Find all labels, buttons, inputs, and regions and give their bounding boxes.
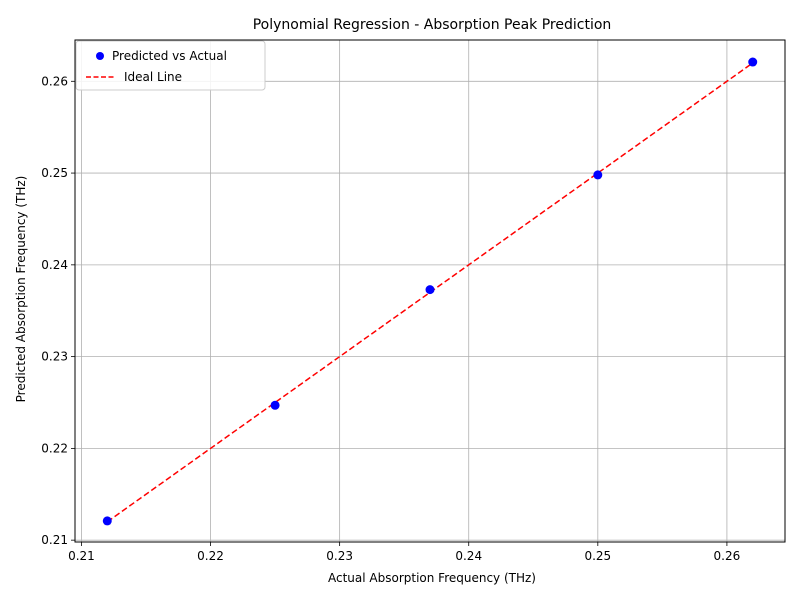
x-axis-label: Actual Absorption Frequency (THz): [328, 571, 536, 585]
x-tick-label: 0.25: [584, 549, 611, 563]
x-tick-label: 0.26: [714, 549, 741, 563]
y-tick-label: 0.21: [41, 533, 68, 547]
ideal-line: [106, 62, 754, 523]
y-axis-ticks: 0.21 0.22 0.23 0.24 0.25 0.26: [41, 74, 75, 547]
x-tick-label: 0.21: [68, 549, 95, 563]
y-axis-label: Predicted Absorption Frequency (THz): [14, 176, 28, 403]
y-tick-label: 0.22: [41, 441, 68, 455]
scatter-series: [102, 57, 758, 526]
x-tick-label: 0.22: [197, 549, 224, 563]
y-tick-label: 0.23: [41, 350, 68, 364]
y-tick-label: 0.25: [41, 166, 68, 180]
data-point: [102, 516, 112, 526]
grid: [75, 40, 785, 542]
y-tick-label: 0.24: [41, 258, 68, 272]
data-point: [425, 285, 435, 295]
chart-title: Polynomial Regression - Absorption Peak …: [253, 17, 612, 33]
legend: Predicted vs Actual Ideal Line: [75, 40, 266, 91]
data-point: [270, 400, 280, 410]
x-tick-label: 0.23: [326, 549, 353, 563]
ideal-line-series: [106, 62, 754, 523]
legend-label-line: Ideal Line: [124, 70, 182, 84]
data-point: [748, 57, 758, 67]
x-tick-label: 0.24: [455, 549, 482, 563]
legend-box: [75, 40, 266, 91]
legend-marker-scatter: [96, 52, 104, 60]
y-tick-label: 0.26: [41, 74, 68, 88]
plot-frame: [74, 39, 786, 543]
x-axis-ticks: 0.21 0.22 0.23 0.24 0.25 0.26: [68, 542, 740, 563]
legend-label-scatter: Predicted vs Actual: [112, 49, 227, 63]
data-point: [593, 170, 603, 180]
